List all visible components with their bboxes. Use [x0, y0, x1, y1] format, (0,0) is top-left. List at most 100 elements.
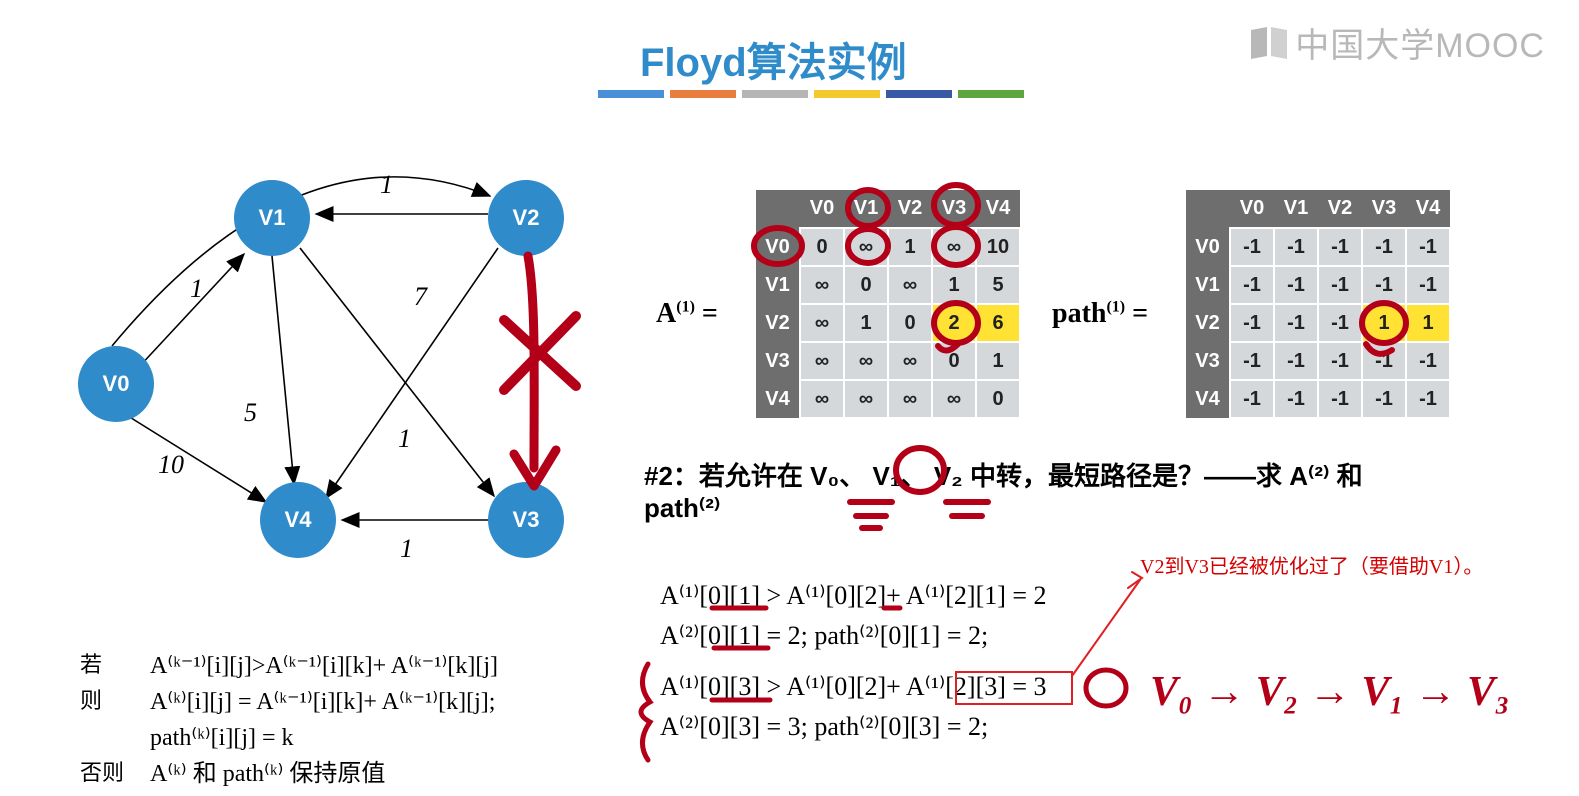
matrix-cell: 1 — [976, 342, 1020, 380]
graph-node-V2: V2 — [488, 180, 564, 256]
matrix-cell: ∞ — [932, 380, 976, 418]
matrix-cell: 1 — [932, 266, 976, 304]
matrix-cell: -1 — [1318, 342, 1362, 380]
edge-weight: 1 — [190, 274, 203, 304]
matrix-cell: -1 — [1362, 342, 1406, 380]
matrix-cell: 10 — [976, 228, 1020, 266]
matrix-cell: 2 — [932, 304, 976, 342]
matrix-cell: 1 — [888, 228, 932, 266]
matrix-cell: -1 — [1230, 380, 1274, 418]
matrix-row-header: V0 — [756, 228, 800, 266]
watermark-text: 中国大学MOOC — [1295, 18, 1545, 67]
matrix-cell: ∞ — [844, 228, 888, 266]
matrix-cell: ∞ — [800, 342, 844, 380]
edge-weight: 7 — [414, 282, 427, 312]
matrix-cell: 6 — [976, 304, 1020, 342]
matrix-cell: -1 — [1362, 266, 1406, 304]
edge-weight: 1 — [380, 170, 393, 200]
matrix-cell: 0 — [976, 380, 1020, 418]
matrix-cell: -1 — [1274, 304, 1318, 342]
matrix-row-header: V2 — [756, 304, 800, 342]
matrix-cell: 0 — [888, 304, 932, 342]
red-path-sequence: V₀ → V₂ → V₁ → V₃ — [1150, 668, 1510, 716]
step-line: A⁽²⁾[0][3] = 3; path⁽²⁾[0][3] = 2; — [660, 707, 1047, 747]
matrix-cell: -1 — [1230, 342, 1274, 380]
matrix-cell: -1 — [1318, 304, 1362, 342]
matrix-cell: ∞ — [800, 380, 844, 418]
matrix-A1: V0V1V2V3V4V00∞1∞10V1∞0∞15V2∞1026V3∞∞∞01V… — [756, 190, 1021, 419]
matrix-cell: 0 — [932, 342, 976, 380]
matrix-cell: -1 — [1406, 342, 1450, 380]
matrix-cell: 1 — [1362, 304, 1406, 342]
matrix-cell: 0 — [800, 228, 844, 266]
matrix-path1: V0V1V2V3V4V0-1-1-1-1-1V1-1-1-1-1-1V2-1-1… — [1186, 190, 1451, 419]
matrix-cell: ∞ — [888, 380, 932, 418]
matrix-header: V1 — [1274, 190, 1318, 228]
matrix-cell: 1 — [1406, 304, 1450, 342]
matrix-cell: -1 — [1274, 266, 1318, 304]
graph-node-V4: V4 — [260, 482, 336, 558]
matrix-row-header: V0 — [1186, 228, 1230, 266]
matrix-row-header: V1 — [756, 266, 800, 304]
matrix-cell: -1 — [1406, 266, 1450, 304]
mooc-watermark: 中国大学MOOC — [1249, 18, 1545, 67]
matrix-cell: ∞ — [888, 266, 932, 304]
matrix-row-header: V1 — [1186, 266, 1230, 304]
matrix-cell: -1 — [1362, 380, 1406, 418]
matrix-header — [1186, 190, 1230, 228]
matrix-header — [756, 190, 800, 228]
matrix-row-header: V2 — [1186, 304, 1230, 342]
matrix-header: V3 — [1362, 190, 1406, 228]
edge-weight: 10 — [158, 450, 184, 480]
matrix-header: V1 — [844, 190, 888, 228]
matrix-header: V4 — [1406, 190, 1450, 228]
matrix-header: V4 — [976, 190, 1020, 228]
edge-weight: 5 — [244, 398, 257, 428]
matrix-header: V0 — [1230, 190, 1274, 228]
matrix-cell: -1 — [1230, 228, 1274, 266]
graph-node-V0: V0 — [78, 346, 154, 422]
matrix-cell: -1 — [1274, 342, 1318, 380]
matrix-cell: -1 — [1230, 266, 1274, 304]
edge-weight: 1 — [400, 534, 413, 564]
edge-weight: 1 — [398, 424, 411, 454]
matrix-cell: 1 — [844, 304, 888, 342]
matrix-row-header: V4 — [756, 380, 800, 418]
red-note: V2到V3已经被优化过了（要借助V1）。 — [1140, 550, 1483, 579]
matrix-cell: ∞ — [888, 342, 932, 380]
matrix-cell: -1 — [1318, 266, 1362, 304]
matrix-cell: -1 — [1274, 380, 1318, 418]
matrix-cell: -1 — [1406, 380, 1450, 418]
book-icon — [1249, 26, 1289, 60]
matrix-row-header: V3 — [756, 342, 800, 380]
matrix-cell: -1 — [1406, 228, 1450, 266]
matrix-cell: ∞ — [800, 304, 844, 342]
matrix-header: V2 — [888, 190, 932, 228]
matrix-cell: -1 — [1318, 380, 1362, 418]
matrix-cell: 0 — [844, 266, 888, 304]
step-line: A⁽¹⁾[0][3] > A⁽¹⁾[0][2]+ A⁽¹⁾[2][3] = 3 — [660, 667, 1047, 707]
algorithm-rule: 若A⁽ᵏ⁻¹⁾[i][j]>A⁽ᵏ⁻¹⁾[i][k]+ A⁽ᵏ⁻¹⁾[k][j]… — [80, 648, 498, 792]
derivation-steps: A⁽¹⁾[0][1] > A⁽¹⁾[0][2]+ A⁽¹⁾[2][1] = 2 … — [660, 576, 1047, 747]
matrix-row-header: V3 — [1186, 342, 1230, 380]
matrix-cell: ∞ — [800, 266, 844, 304]
matrix-A1-label: A(1) = — [656, 298, 718, 330]
graph-node-V3: V3 — [488, 482, 564, 558]
matrix-header: V3 — [932, 190, 976, 228]
step-line: A⁽¹⁾[0][1] > A⁽¹⁾[0][2]+ A⁽¹⁾[2][1] = 2 — [660, 576, 1047, 616]
matrix-cell: -1 — [1362, 228, 1406, 266]
matrix-cell: ∞ — [932, 228, 976, 266]
matrix-row-header: V4 — [1186, 380, 1230, 418]
matrix-cell: 5 — [976, 266, 1020, 304]
matrix-header: V0 — [800, 190, 844, 228]
graph-node-V1: V1 — [234, 180, 310, 256]
matrix-path1-label: path(1) = — [1052, 298, 1148, 330]
title-underline-bars — [598, 90, 1024, 98]
matrix-cell: -1 — [1274, 228, 1318, 266]
matrix-cell: ∞ — [844, 342, 888, 380]
page-title: Floyd算法实例 — [640, 30, 907, 88]
matrix-cell: -1 — [1230, 304, 1274, 342]
matrix-cell: ∞ — [844, 380, 888, 418]
step-line: A⁽²⁾[0][1] = 2; path⁽²⁾[0][1] = 2; — [660, 616, 1047, 656]
matrix-cell: -1 — [1318, 228, 1362, 266]
